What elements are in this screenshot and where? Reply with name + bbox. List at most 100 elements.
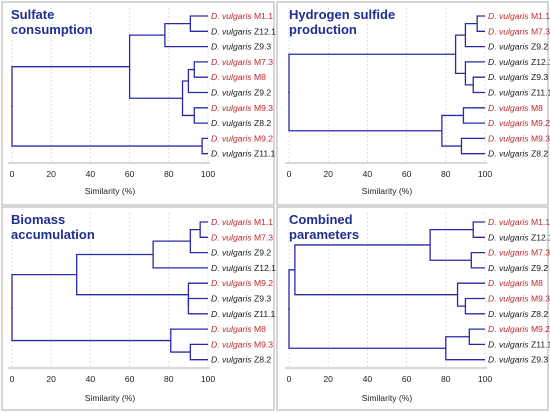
leaf-genus: D. vulgaris (211, 26, 252, 36)
leaf-label: D. vulgaris M9.2 (211, 278, 273, 288)
x-tick-label: 80 (441, 374, 451, 384)
leaf-genus: D. vulgaris (488, 149, 529, 159)
x-tick-label: 40 (363, 169, 373, 179)
leaf-label: D. vulgaris Z11.1 (488, 88, 550, 98)
panel-frame (1, 206, 275, 411)
dendrogram-branch (164, 23, 208, 48)
leaf-strain: Z9.3 (529, 355, 549, 365)
leaf-label: D. vulgaris M1.1 (488, 217, 550, 227)
x-tick-label: 80 (441, 169, 451, 179)
leaf-strain: Z9.3 (529, 72, 549, 82)
x-tick-label: 100 (478, 374, 493, 384)
x-tick-label: 80 (164, 169, 174, 179)
x-tick-label: 60 (125, 169, 135, 179)
leaf-genus: D. vulgaris (211, 133, 252, 143)
dendrogram-branch (11, 273, 171, 342)
leaf-label: D. vulgaris M8 (211, 324, 266, 334)
dendrogram-branch (464, 23, 485, 48)
leaf-strain: Z9.3 (252, 294, 272, 304)
dendrogram-panel: 0 20 40 60 80 100 Similarity (%) Hydrogen sulfi… (276, 1, 550, 206)
leaf-label: D. vulgaris Z12.1 (211, 263, 276, 273)
leaf-genus: D. vulgaris (211, 339, 252, 349)
leaf-label: D. vulgaris M8 (488, 278, 543, 288)
leaf-label: D. vulgaris M9.3 (488, 133, 550, 143)
leaf-strain: M9.2 (252, 133, 274, 143)
dendrogram-branch (193, 107, 208, 124)
dendrogram-branch (464, 61, 485, 86)
leaf-strain: Z12.1 (252, 26, 277, 36)
leaf-strain: M7.3 (529, 26, 550, 36)
dendrogram-branch (468, 328, 485, 346)
leaf-genus: D. vulgaris (211, 42, 252, 52)
dendrogram-branch (201, 137, 208, 155)
leaf-strain: M9.3 (529, 133, 550, 143)
leaf-genus: D. vulgaris (211, 294, 252, 304)
x-tick-label: 80 (164, 374, 174, 384)
leaf-genus: D. vulgaris (211, 103, 252, 113)
x-tick-label: 40 (86, 169, 96, 179)
leaf-strain: Z9.2 (529, 42, 549, 52)
leaf-label: D. vulgaris Z11.1 (211, 149, 276, 159)
leaf-genus: D. vulgaris (488, 217, 529, 227)
leaf-label: D. vulgaris M1.1 (211, 11, 273, 21)
dendrogram-branch (187, 297, 208, 315)
x-tick-label: 0 (287, 374, 292, 384)
dendrogram-branch (470, 251, 485, 269)
leaf-genus: D. vulgaris (488, 103, 529, 113)
leaf-label: D. vulgaris Z9.3 (488, 72, 548, 82)
leaf-strain: Z11.1 (252, 149, 276, 159)
x-tick-label: 0 (10, 169, 15, 179)
leaf-label: D. vulgaris M7.3 (488, 248, 550, 258)
x-tick-label: 0 (287, 169, 292, 179)
leaf-genus: D. vulgaris (211, 309, 252, 319)
leaf-strain: Z9.2 (252, 248, 272, 258)
leaf-strain: Z12.1 (252, 263, 277, 273)
leaf-strain: M7.3 (529, 248, 550, 258)
dendrogram-branch (187, 68, 208, 94)
dendrogram-branch (456, 282, 485, 307)
leaf-strain: M1.1 (252, 11, 274, 21)
leaf-label: D. vulgaris M9.3 (211, 339, 273, 349)
leaf-strain: M9.2 (529, 324, 550, 334)
leaf-genus: D. vulgaris (211, 88, 252, 98)
leaf-label: D. vulgaris M9.3 (488, 294, 550, 304)
x-tick-label: 40 (363, 374, 373, 384)
x-tick-label: 20 (46, 169, 56, 179)
panel-title: Sulfate (11, 7, 54, 22)
leaf-label: D. vulgaris M1.1 (211, 217, 273, 227)
leaf-strain: M8 (529, 278, 544, 288)
leaf-genus: D. vulgaris (488, 309, 529, 319)
leaf-label: D. vulgaris M9.2 (488, 324, 550, 334)
panel-frame (276, 1, 549, 206)
leaf-genus: D. vulgaris (488, 26, 529, 36)
x-axis-title: Similarity (%) (85, 186, 136, 196)
leaf-genus: D. vulgaris (211, 248, 252, 258)
leaf-strain: M9.2 (529, 118, 550, 128)
leaf-strain: Z11.1 (529, 88, 550, 98)
leaf-label: D. vulgaris M9.2 (211, 133, 273, 143)
leaf-strain: Z8.2 (529, 149, 549, 159)
dendrogram-branch (441, 114, 464, 147)
leaf-strain: M9.3 (529, 294, 550, 304)
leaf-label: D. vulgaris M8 (488, 103, 543, 113)
x-tick-label: 100 (201, 169, 216, 179)
leaf-genus: D. vulgaris (488, 57, 529, 67)
dendrogram-branch (445, 336, 485, 361)
dendrogram-panel: 0 20 40 60 80 100 Similarity (%) Sulfateconsump… (1, 1, 277, 206)
dendrogram-branch (460, 137, 485, 155)
leaf-label: D. vulgaris Z9.2 (211, 248, 271, 258)
leaf-genus: D. vulgaris (488, 278, 529, 288)
leaf-label: D. vulgaris Z9.2 (488, 42, 548, 52)
leaf-label: D. vulgaris Z9.3 (211, 42, 271, 52)
leaf-label: D. vulgaris M7.3 (211, 57, 273, 67)
leaf-label: D. vulgaris Z9.3 (211, 294, 271, 304)
leaf-strain: M8 (529, 103, 544, 113)
leaf-strain: Z9.2 (252, 88, 272, 98)
leaf-genus: D. vulgaris (488, 88, 529, 98)
dendrogram-branch (189, 15, 208, 32)
x-tick-label: 60 (402, 374, 412, 384)
panel-title: production (289, 22, 357, 37)
dendrogram-panel: 0 20 40 60 80 100 Similarity (%) Biomassaccumul… (1, 206, 276, 411)
panel-title: Biomass (11, 212, 65, 227)
dendrogram-branch (152, 240, 208, 269)
